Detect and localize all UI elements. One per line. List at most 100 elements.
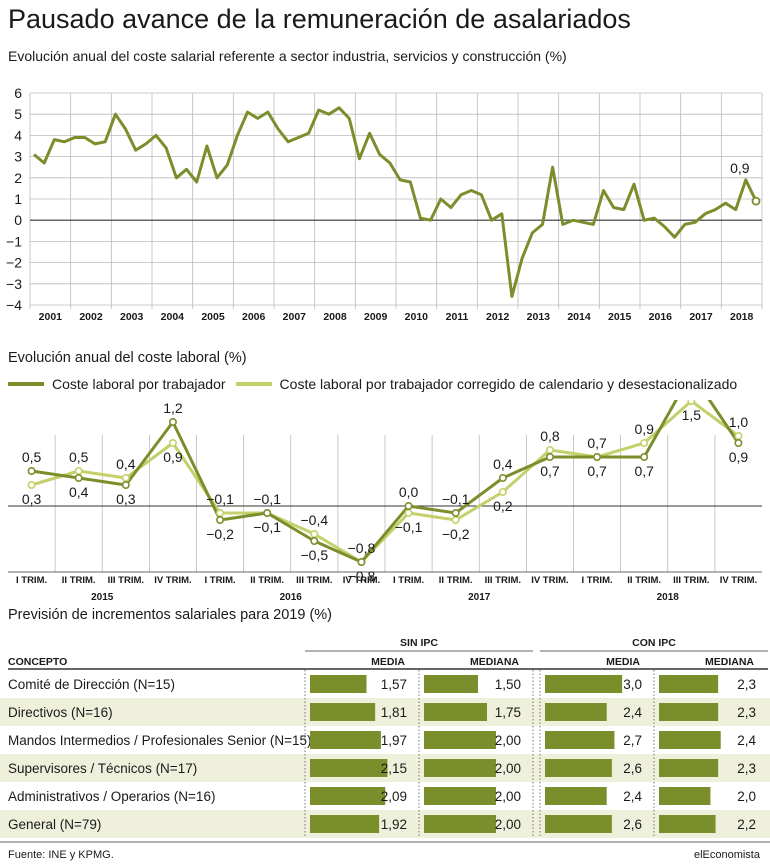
salary-cost-line bbox=[33, 106, 758, 298]
data-label-light: 0,9 bbox=[163, 449, 183, 465]
point-dark bbox=[734, 438, 743, 447]
x-tick-label: III TRIM. bbox=[673, 575, 709, 586]
value-bar bbox=[424, 731, 496, 749]
x-tick-label: IV TRIM. bbox=[343, 575, 380, 586]
year-label: 2016 bbox=[280, 592, 303, 603]
value-label: 2,00 bbox=[495, 817, 521, 832]
series-line-dark bbox=[31, 400, 740, 564]
x-tick-label: 2016 bbox=[649, 311, 673, 323]
data-label-light: −0,1 bbox=[253, 491, 281, 507]
row-label: Administrativos / Operarios (N=16) bbox=[8, 789, 215, 804]
forecast-title: Previsión de incrementos salariales para… bbox=[8, 607, 332, 623]
legend-swatch-dark bbox=[8, 382, 44, 386]
x-tick-label: II TRIM. bbox=[62, 575, 96, 586]
legend-swatch-light bbox=[235, 382, 272, 386]
x-tick-label: 2010 bbox=[405, 311, 429, 323]
column-header: MEDIANA bbox=[705, 656, 754, 668]
value-label: 2,0 bbox=[737, 789, 756, 804]
column-header: MEDIA bbox=[371, 656, 405, 668]
year-label: 2017 bbox=[468, 592, 491, 603]
data-label-light: −0,2 bbox=[442, 526, 470, 542]
point-light bbox=[451, 516, 460, 525]
y-tick-label: 3 bbox=[14, 149, 22, 165]
data-label-light: 0,9 bbox=[634, 421, 654, 437]
y-tick-label: −4 bbox=[6, 297, 22, 313]
year-label: 2018 bbox=[657, 592, 680, 603]
x-tick-label: II TRIM. bbox=[627, 575, 661, 586]
y-tick-label: −1 bbox=[6, 233, 22, 249]
point-light bbox=[640, 438, 649, 447]
value-bar bbox=[659, 787, 711, 805]
data-label-dark: 0,4 bbox=[69, 484, 89, 500]
x-tick-label: I TRIM. bbox=[581, 575, 612, 586]
last-value-label: 0,9 bbox=[730, 160, 750, 176]
row-label: Comité de Dirección (N=15) bbox=[8, 677, 175, 692]
x-tick-label: I TRIM. bbox=[393, 575, 424, 586]
x-tick-label: 2002 bbox=[79, 311, 103, 323]
data-label-light: 0,4 bbox=[116, 456, 136, 472]
value-label: 1,97 bbox=[381, 733, 407, 748]
y-tick-label: 5 bbox=[14, 106, 22, 122]
data-label-light: −0,1 bbox=[395, 519, 423, 535]
x-tick-label: II TRIM. bbox=[439, 575, 473, 586]
value-label: 1,75 bbox=[495, 705, 521, 720]
value-bar bbox=[310, 675, 367, 693]
data-label-dark: 0,7 bbox=[540, 463, 560, 479]
value-label: 1,81 bbox=[381, 705, 407, 720]
value-label: 2,7 bbox=[623, 733, 642, 748]
data-label-dark: 0,4 bbox=[493, 456, 513, 472]
data-label-light: 0,3 bbox=[22, 491, 42, 507]
value-bar bbox=[310, 731, 381, 749]
point-dark bbox=[357, 558, 366, 567]
value-label: 2,00 bbox=[495, 761, 521, 776]
point-dark bbox=[545, 452, 554, 461]
point-light bbox=[121, 474, 130, 483]
legend-label-light: Coste laboral por trabajador corregido d… bbox=[279, 376, 738, 392]
point-light bbox=[168, 438, 177, 447]
point-dark bbox=[74, 474, 83, 483]
value-label: 2,09 bbox=[381, 789, 407, 804]
data-label-light: 1,0 bbox=[729, 414, 749, 430]
row-label: Mandos Intermedios / Profesionales Senio… bbox=[8, 733, 312, 748]
point-light bbox=[687, 400, 696, 405]
row-label: General (N=79) bbox=[8, 817, 101, 832]
point-light bbox=[27, 481, 36, 490]
value-label: 2,4 bbox=[623, 789, 642, 804]
y-tick-label: 4 bbox=[14, 127, 22, 143]
data-label-dark: 0,5 bbox=[22, 449, 42, 465]
data-label-light: 0,7 bbox=[587, 435, 607, 451]
value-label: 2,6 bbox=[623, 761, 642, 776]
row-background bbox=[0, 810, 770, 838]
x-tick-label: 2011 bbox=[446, 311, 469, 323]
data-label-dark: −0,1 bbox=[442, 491, 470, 507]
y-tick-label: 1 bbox=[14, 191, 22, 207]
value-label: 2,00 bbox=[495, 789, 521, 804]
chart-title: Pausado avance de la remuneración de asa… bbox=[8, 4, 631, 34]
point-light bbox=[74, 467, 83, 476]
value-label: 2,15 bbox=[381, 761, 407, 776]
forecast-table: SIN IPC CON IPC CONCEPTO MEDIA MEDIANA MEDIA M… bbox=[0, 637, 770, 843]
point-dark bbox=[263, 509, 272, 518]
value-label: 1,92 bbox=[381, 817, 407, 832]
value-label: 2,4 bbox=[737, 733, 756, 748]
value-label: 2,4 bbox=[623, 705, 642, 720]
value-bar bbox=[424, 787, 496, 805]
labor-cost-chart: I TRIM. II TRIM. III TRIM. IV TRIM. I TRIM. I… bbox=[8, 400, 762, 603]
x-tick-label: 2012 bbox=[486, 311, 510, 323]
data-label-dark: −0,8 bbox=[348, 568, 376, 584]
source-note: Fuente: INE y KPMG. bbox=[8, 849, 114, 861]
data-label-light: −0,1 bbox=[206, 491, 234, 507]
point-dark bbox=[27, 467, 36, 476]
data-label-dark: 0,9 bbox=[729, 449, 749, 465]
value-bar bbox=[310, 815, 380, 833]
value-label: 1,57 bbox=[381, 677, 407, 692]
point-dark bbox=[168, 417, 177, 426]
point-dark bbox=[593, 452, 602, 461]
x-tick-label: 2014 bbox=[567, 311, 591, 323]
value-bar bbox=[424, 759, 496, 777]
value-bar bbox=[545, 731, 615, 749]
value-label: 2,2 bbox=[737, 817, 756, 832]
point-light bbox=[404, 509, 413, 518]
row-label: Directivos (N=16) bbox=[8, 705, 113, 720]
point-dark bbox=[216, 516, 225, 525]
